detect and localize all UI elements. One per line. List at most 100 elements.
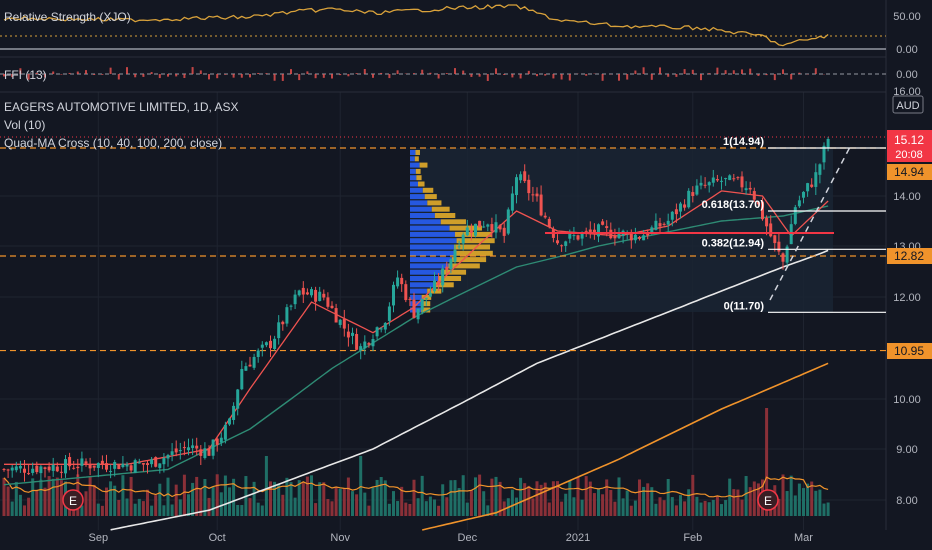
ffi-bar-188 <box>773 74 776 81</box>
earnings-marker-1[interactable]: E <box>62 489 84 511</box>
candle-body-104 <box>428 292 432 297</box>
rs-line <box>3 4 829 47</box>
fib-label-2: 0.382(12.94) <box>702 237 765 249</box>
candle-body-105 <box>433 280 436 292</box>
projection-trend-line[interactable] <box>769 146 851 301</box>
ffi-bar-154 <box>634 70 637 74</box>
volume-bar-53 <box>219 492 223 516</box>
candle-body-109 <box>449 259 453 270</box>
volume-bar-125 <box>515 497 518 516</box>
volume-bar-147 <box>605 479 609 516</box>
candle-body-45 <box>187 447 190 451</box>
volume-bar-118 <box>486 505 490 516</box>
vp-up-4 <box>410 175 417 181</box>
candle-body-94 <box>387 306 391 321</box>
vp-up-24 <box>410 301 422 307</box>
ma100-line <box>110 249 829 531</box>
ffi-bar-40 <box>167 74 169 77</box>
symbol-title[interactable]: EAGERS AUTOMOTIVE LIMITED, 1D, ASX <box>4 100 239 114</box>
vol-indicator-label[interactable]: Vol (10) <box>4 118 45 132</box>
vp-up-2 <box>410 162 420 168</box>
candle-body-69 <box>285 307 289 324</box>
vp-down-8 <box>427 200 442 206</box>
candle-body-68 <box>281 321 285 325</box>
fib-label-0: 1(14.94) <box>723 136 764 148</box>
vp-down-18 <box>448 263 480 269</box>
candle-body-113 <box>465 227 469 236</box>
time-tick-4: 2021 <box>566 532 590 544</box>
fibonacci-retracement[interactable]: 1(14.94) 0.618(13.70) 0.382(12.94) 0(11.70) <box>702 136 886 313</box>
volume-bar-190 <box>781 474 785 516</box>
candle-body-161 <box>662 223 666 225</box>
volume-bar-113 <box>465 502 469 516</box>
ffi-bar-110 <box>454 68 456 74</box>
currency-label: AUD <box>896 100 919 112</box>
price-tick-2: 12.00 <box>893 292 921 304</box>
candle-body-171 <box>703 184 707 186</box>
candle-body-4 <box>18 465 22 469</box>
ffi-bar-100 <box>413 73 415 74</box>
candle-body-146 <box>601 221 605 225</box>
ffi-bar-158 <box>650 74 653 80</box>
ffi-bar-152 <box>626 74 629 80</box>
time-tick-6: Mar <box>794 532 813 544</box>
ffi-bar-146 <box>601 74 604 81</box>
ffi-bar-174 <box>716 67 719 74</box>
volume-bar-176 <box>724 500 728 516</box>
candle-body-53 <box>219 437 223 443</box>
candle-body-65 <box>269 340 272 349</box>
volume-bar-112 <box>461 475 465 516</box>
volume-bar-141 <box>580 499 584 516</box>
ffi-bar-72 <box>298 74 301 81</box>
price-axis[interactable]: 50.00 0.00 0.00 16.00 AUD 14.0013.0012.0… <box>892 11 924 507</box>
candle-body-197 <box>810 184 814 187</box>
volume-profile <box>410 150 495 313</box>
ffi-bar-112 <box>462 70 465 74</box>
candle-body-1 <box>6 469 10 471</box>
volume-bar-109 <box>449 480 453 516</box>
time-tick-2: Nov <box>330 532 350 544</box>
candle-body-63 <box>260 344 264 348</box>
volume-bar-177 <box>728 478 732 516</box>
horizontal-levels[interactable] <box>0 147 886 352</box>
volume-bar-39 <box>162 505 166 516</box>
volume-bar-108 <box>445 497 449 516</box>
candle-body-93 <box>383 322 387 330</box>
ffi-bar-38 <box>158 74 161 79</box>
time-axis[interactable]: Sep Oct Nov Dec 2021 Feb Mar <box>89 532 814 544</box>
candle-body-119 <box>490 224 494 232</box>
volume-bar-38 <box>158 483 162 516</box>
candle-body-139 <box>572 235 576 237</box>
volume-bar-121 <box>498 481 502 516</box>
ffi-bar-194 <box>798 72 801 74</box>
candle-body-26 <box>109 471 113 473</box>
volume-bar-178 <box>732 489 736 516</box>
volume-bar-70 <box>289 482 293 516</box>
candle-body-138 <box>568 233 572 239</box>
currency-badge[interactable] <box>892 95 924 114</box>
rs-label: Relative Strength (XJO) <box>4 10 131 24</box>
earnings-marker-2[interactable]: E <box>757 489 779 511</box>
ffi-bar-62 <box>257 72 260 74</box>
volume-bar-115 <box>474 477 477 516</box>
candle-body-21 <box>88 464 92 469</box>
candle-body-129 <box>531 194 535 196</box>
volume-bar-35 <box>146 489 149 516</box>
candle-body-14 <box>59 471 63 473</box>
candle-body-11 <box>47 466 51 471</box>
candle-body-52 <box>215 438 219 445</box>
volume-bar-14 <box>59 480 63 516</box>
candle-body-85 <box>351 332 354 336</box>
volume-bar-75 <box>310 475 313 516</box>
volume-bar-131 <box>539 484 543 516</box>
volume-bar-158 <box>650 487 654 516</box>
ffi-bar-14 <box>60 74 63 75</box>
volume-bar-151 <box>621 498 625 516</box>
candle-body-46 <box>191 445 195 448</box>
rs-pane: Relative Strength (XJO) <box>0 4 886 50</box>
ffi-label: FFI (13) <box>4 68 47 82</box>
candle-body-17 <box>72 467 76 469</box>
quad-ma-label[interactable]: Quad-MA Cross (10, 40, 100, 200, close) <box>4 136 222 150</box>
volume-bar-21 <box>88 476 92 516</box>
